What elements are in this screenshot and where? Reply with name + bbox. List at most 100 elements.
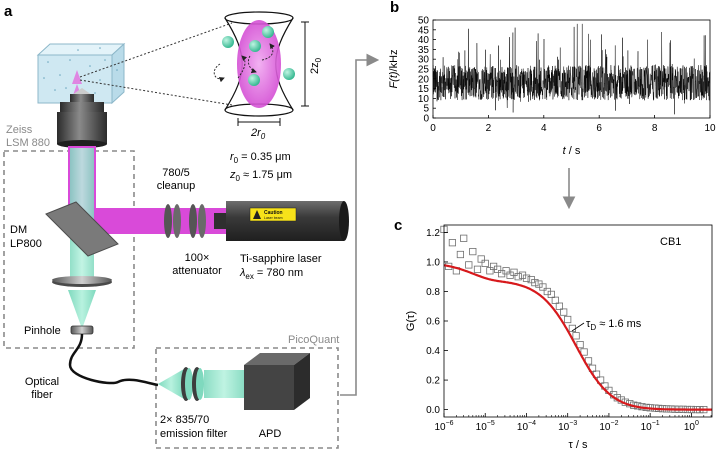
r0-value: r0 = 0.35 μm: [230, 151, 291, 165]
optical-label: Optical: [25, 376, 59, 388]
acf-point: [580, 348, 588, 356]
acf-xtick-label: 10−6: [434, 420, 453, 433]
collimated-emission: [204, 370, 244, 398]
acf-point: [547, 290, 555, 299]
acf-point: [510, 268, 518, 276]
attenuator: [189, 204, 206, 238]
acf-point: [477, 255, 485, 263]
acf-xlabel: τ / s: [568, 439, 588, 451]
trace-line: [432, 23, 711, 115]
trace-xtick-label: 10: [704, 123, 716, 134]
attenuator-number: 100×: [185, 252, 210, 264]
acf-xtick-label: 10−3: [558, 420, 577, 433]
r-dimension-label: 2r0: [250, 127, 266, 141]
zoom-line-bottom: [79, 79, 233, 106]
acf-point: [560, 308, 568, 316]
apd-detector: [244, 353, 310, 410]
acf-point: [522, 274, 531, 282]
acf-point: [555, 302, 564, 310]
acf-ytick-label: 0.8: [426, 287, 440, 298]
molecule-4: [248, 74, 260, 86]
molecule-1: [222, 36, 234, 48]
correlation-chart: 0.0 0.2 0.4 0.6 0.8 1.0 1.2 10−6 10−5 10−4 10−3 10−…: [405, 224, 713, 451]
emission-number: 2× 835/70: [160, 414, 209, 426]
trace-ytick-label: 0: [423, 114, 429, 125]
panel-a-label: a: [4, 3, 13, 20]
emission-filter: [181, 367, 204, 401]
trace-xtick-label: 0: [430, 123, 436, 134]
acf-point: [576, 340, 584, 349]
objective-lens: [57, 88, 107, 148]
acf-point: [572, 332, 580, 340]
optical-fiber: [68, 333, 159, 387]
trace-ytick-label: 20: [418, 74, 430, 85]
sample-cube: [36, 42, 126, 105]
dm-label: DM: [10, 224, 27, 236]
trace-ylabel: F(t)/kHz: [388, 49, 400, 88]
acf-xtick-label: 10−4: [517, 420, 536, 433]
molecule-2: [249, 40, 261, 52]
caution-text: Caution: [264, 210, 283, 216]
acf-ytick-label: 0.6: [426, 317, 440, 328]
zoom-line-top: [79, 22, 233, 78]
laser-wavelength: λex = 780 nm: [239, 267, 303, 281]
picoquant-label: PicoQuant: [288, 334, 339, 346]
acf-point: [473, 265, 482, 273]
fiber-label: fiber: [31, 389, 53, 401]
acf-point: [514, 273, 522, 281]
tube-lens: [52, 276, 112, 287]
caution-sticker: [249, 207, 297, 222]
acf-xtick-label: 10−2: [599, 420, 618, 433]
laser-name: Ti-sapphire laser: [240, 253, 322, 265]
emission-label: emission filter: [160, 428, 228, 440]
acf-ytick-label: 0.0: [426, 405, 440, 416]
z0-value: z0 ≈ 1.75 μm: [229, 169, 292, 183]
trace-ytick-label: 45: [418, 25, 430, 36]
lsm-label: LSM 880: [6, 137, 50, 149]
tau-d-label: τD ≈ 1.6 ms: [586, 318, 642, 332]
acf-ytick-label: 1.2: [426, 228, 440, 239]
acf-point: [469, 247, 477, 256]
confocal-volume-ellipse: [237, 20, 281, 108]
trace-ytick-label: 40: [418, 35, 430, 46]
warning-icon: [253, 210, 261, 219]
trace-ytick-label: 15: [418, 84, 430, 95]
trace-ytick-label: 30: [418, 55, 430, 66]
cleanup-number: 780/5: [162, 167, 190, 179]
trace-ytick-label: 10: [418, 94, 430, 105]
acf-annotation: CB1: [660, 236, 681, 248]
pinhole-aperture: [70, 325, 94, 335]
apd-label: APD: [259, 428, 282, 440]
panel-b-label: b: [390, 0, 399, 16]
z-dimension-label: 2z0: [309, 57, 323, 74]
trace-xtick-label: 8: [652, 123, 658, 134]
acf-ytick-label: 0.2: [426, 376, 440, 387]
acf-point: [551, 296, 559, 304]
trace-ytick-label: 25: [418, 65, 430, 76]
zeiss-label: Zeiss: [6, 124, 33, 136]
trace-xtick-label: 4: [541, 123, 547, 134]
focal-volume-zoom: [213, 11, 309, 126]
ti-sapphire-laser: Caution Laser beam: [214, 201, 349, 241]
fiber-output-cone: [158, 369, 184, 399]
lp800-label: LP800: [10, 238, 42, 250]
acf-ytick-label: 0.4: [426, 346, 440, 357]
acf-xtick-label: 100: [684, 420, 699, 433]
acf-point: [486, 267, 494, 275]
attenuator-label: attenuator: [172, 265, 222, 277]
molecule-5: [283, 68, 295, 80]
pinhole-label: Pinhole: [24, 325, 61, 337]
panel-c-label: c: [394, 217, 402, 234]
trace-ytick-label: 35: [418, 45, 430, 56]
acf-point: [493, 265, 502, 273]
molecule-3: [262, 26, 274, 38]
acf-point: [502, 267, 510, 275]
acf-fit-line: [443, 264, 712, 411]
tau-d-pointer: [571, 322, 585, 332]
trace-xlabel: t / s: [563, 145, 581, 157]
acf-point: [531, 278, 539, 287]
acf-xtick-label: 10−5: [476, 420, 495, 433]
